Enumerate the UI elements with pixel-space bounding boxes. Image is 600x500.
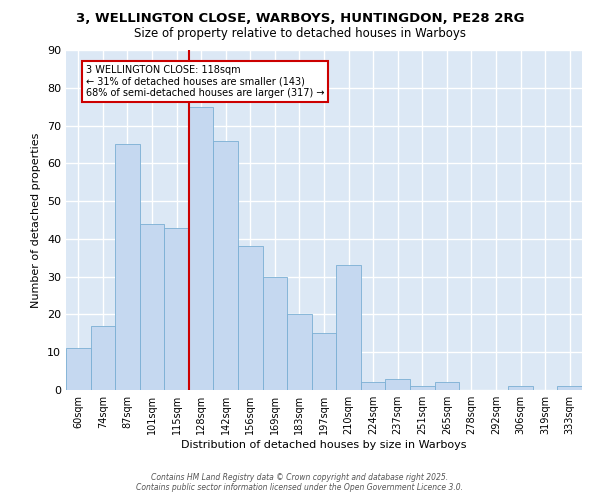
Text: Contains HM Land Registry data © Crown copyright and database right 2025.
Contai: Contains HM Land Registry data © Crown c… [137,473,464,492]
Bar [361,382,385,390]
Y-axis label: Number of detached properties: Number of detached properties [31,132,41,308]
Bar [508,386,533,390]
Bar [66,348,91,390]
Bar [91,326,115,390]
Bar [140,224,164,390]
Text: Size of property relative to detached houses in Warboys: Size of property relative to detached ho… [134,28,466,40]
Bar [434,382,459,390]
Bar [287,314,312,390]
Bar [263,276,287,390]
Bar [115,144,140,390]
Bar [336,266,361,390]
Bar [238,246,263,390]
Bar [312,334,336,390]
Bar [164,228,189,390]
Text: 3 WELLINGTON CLOSE: 118sqm
← 31% of detached houses are smaller (143)
68% of sem: 3 WELLINGTON CLOSE: 118sqm ← 31% of deta… [86,65,324,98]
X-axis label: Distribution of detached houses by size in Warboys: Distribution of detached houses by size … [181,440,467,450]
Bar [410,386,434,390]
Bar [557,386,582,390]
Bar [189,106,214,390]
Bar [385,378,410,390]
Bar [214,140,238,390]
Text: 3, WELLINGTON CLOSE, WARBOYS, HUNTINGDON, PE28 2RG: 3, WELLINGTON CLOSE, WARBOYS, HUNTINGDON… [76,12,524,26]
